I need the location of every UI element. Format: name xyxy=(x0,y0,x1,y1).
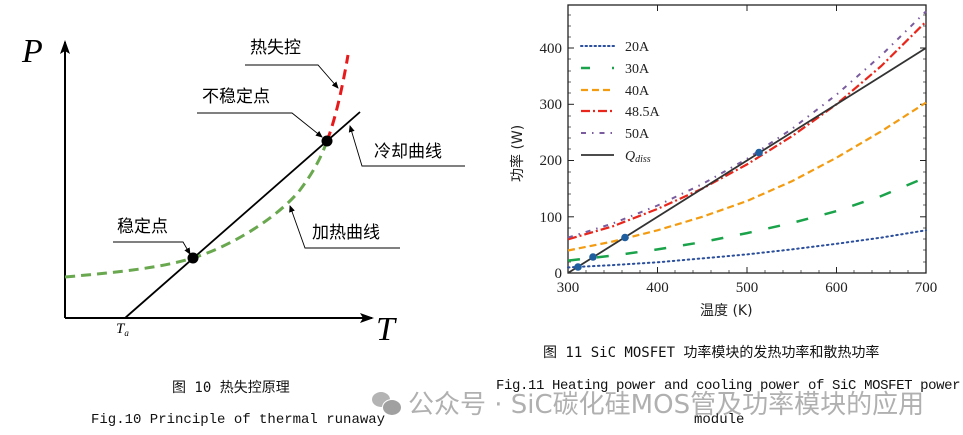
axis-ticks xyxy=(567,5,927,274)
cooling-curve xyxy=(124,111,361,319)
y-axis-label: P xyxy=(21,33,43,70)
cooling-curve-annotation: 冷却曲线 xyxy=(374,142,442,162)
x-axis-title: 温度 (K) xyxy=(700,303,753,319)
legend-label-20A: 20A xyxy=(625,40,650,55)
stable-point-annotation: 稳定点 xyxy=(117,217,168,237)
svg-text:300: 300 xyxy=(540,97,563,113)
figure-11-panel: 300 400 500 600 700 0 100 200 300 400 温度… xyxy=(480,0,963,435)
svg-text:400: 400 xyxy=(540,41,563,57)
runaway-annotation: 热失控 xyxy=(250,38,301,58)
legend-label-Q-diss: Qdiss xyxy=(625,149,651,165)
figure-11-caption-en-line2: module xyxy=(694,412,745,428)
y-tick-labels: 0 100 200 300 400 xyxy=(540,41,563,282)
svg-text:300: 300 xyxy=(557,280,580,296)
power-temperature-chart: 300 400 500 600 700 0 100 200 300 400 温度… xyxy=(509,4,938,319)
figure-10-caption-en: Fig.10 Principle of thermal runaway xyxy=(91,412,386,428)
svg-text:500: 500 xyxy=(736,280,759,296)
stable-point-marker xyxy=(187,252,199,264)
ambient-temp-label: Ta xyxy=(116,321,129,338)
watermark: 公众号 · SiC碳化硅MOS管及功率模块的应用 xyxy=(372,384,924,421)
series-20A xyxy=(567,229,927,269)
svg-text:0: 0 xyxy=(555,266,563,282)
heating-curve-leader xyxy=(289,205,400,249)
legend-label-40A: 40A xyxy=(625,84,650,99)
unstable-point-leader xyxy=(197,112,323,138)
y-axis-title: 功率 (W) xyxy=(509,125,526,182)
series-50A xyxy=(567,10,927,239)
unstable-point-marker xyxy=(321,135,333,147)
svg-text:200: 200 xyxy=(540,153,563,169)
heating-curve-annotation: 加热曲线 xyxy=(312,223,380,243)
stable-point-leader xyxy=(113,241,191,255)
figure-10-caption-cn: 图 10 热失控原理 xyxy=(172,380,290,396)
series-30A xyxy=(567,176,927,262)
svg-text:100: 100 xyxy=(540,210,563,226)
figure-10-panel: P T Ta 热失控 不稳定点 冷却曲线 稳定点 加热曲线 图 10 热失控原理… xyxy=(0,0,480,435)
legend: 20A 30A 40A 48.5A 50A Qdiss xyxy=(580,40,661,165)
wechat-icon xyxy=(372,391,402,416)
heating-curve xyxy=(64,140,329,279)
runaway-curve xyxy=(325,54,350,142)
intersection-markers xyxy=(574,148,763,271)
legend-label-48-5A: 48.5A xyxy=(625,105,661,120)
minor-ticks xyxy=(568,14,926,273)
unstable-point-annotation: 不稳定点 xyxy=(202,87,270,107)
x-tick-labels: 300 400 500 600 700 xyxy=(557,280,938,296)
legend-label-50A: 50A xyxy=(625,127,650,142)
watermark-text: 公众号 · SiC碳化硅MOS管及功率模块的应用 xyxy=(408,390,925,420)
svg-text:400: 400 xyxy=(646,280,669,296)
svg-text:600: 600 xyxy=(825,280,848,296)
figure-11-caption-en-line1: Fig.11 Heating power and cooling power o… xyxy=(496,378,961,394)
x-axis-label: T xyxy=(376,311,397,348)
legend-label-30A: 30A xyxy=(625,62,650,77)
runaway-leader xyxy=(245,64,339,89)
thermal-runaway-diagram: P T Ta 热失控 不稳定点 冷却曲线 稳定点 加热曲线 xyxy=(21,33,465,348)
series-48-5A xyxy=(567,20,927,241)
cooling-curve-leader xyxy=(348,125,465,167)
svg-text:700: 700 xyxy=(915,280,938,296)
figure-11-caption-cn: 图 11 SiC MOSFET 功率模块的发热功率和散热功率 xyxy=(543,345,880,361)
